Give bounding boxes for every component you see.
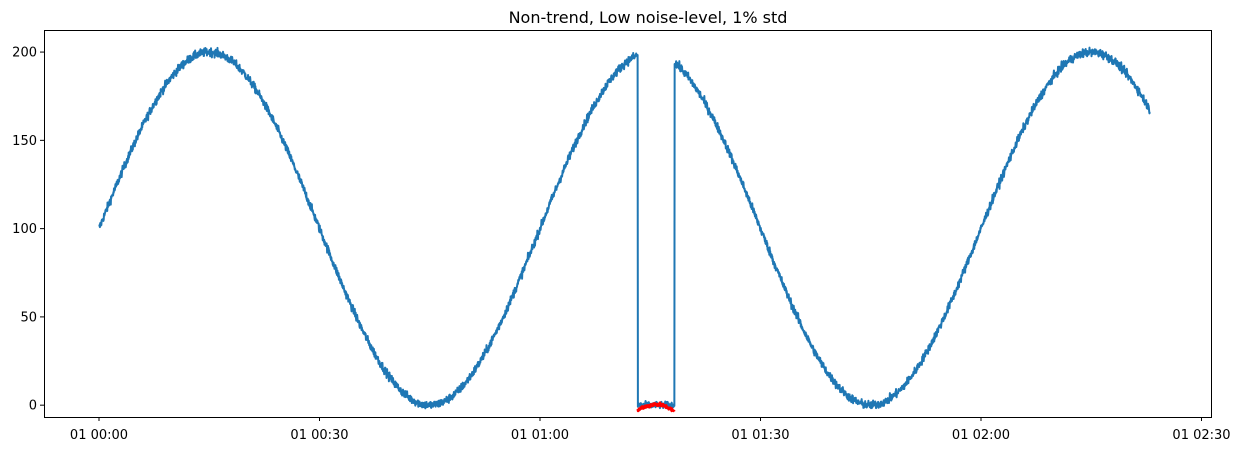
x-tick-label: 01 00:30 xyxy=(290,428,348,443)
x-axis: 01 00:00 01 00:30 01 01:00 01 01:30 01 02:00… xyxy=(70,417,1231,443)
chart-title: Non-trend, Low noise-level, 1% std xyxy=(509,8,788,27)
y-tick-label: 150 xyxy=(12,134,37,149)
plot-area xyxy=(98,46,1151,413)
y-tick-label: 200 xyxy=(12,46,37,61)
x-tick-label: 01 02:30 xyxy=(1172,428,1230,443)
y-tick-label: 50 xyxy=(20,310,37,325)
x-tick-label: 01 01:30 xyxy=(731,428,789,443)
axes-frame xyxy=(44,30,1212,418)
x-tick-label: 01 00:00 xyxy=(70,428,128,443)
y-axis: 0 50 100 150 200 xyxy=(12,46,44,414)
x-tick-label: 01 01:00 xyxy=(511,428,569,443)
x-tick-label: 01 02:00 xyxy=(952,428,1010,443)
y-tick-label: 100 xyxy=(12,222,37,237)
y-tick-label: 0 xyxy=(29,399,37,414)
series-anomaly-line xyxy=(636,401,676,413)
series-main-line xyxy=(98,46,1151,411)
